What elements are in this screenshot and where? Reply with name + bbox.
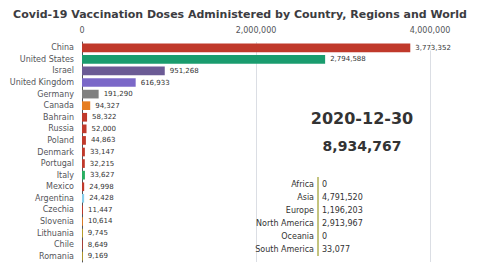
svg-text:Mexico: Mexico	[46, 182, 74, 191]
svg-text:191,290: 191,290	[104, 90, 133, 98]
svg-text:0: 0	[322, 232, 327, 241]
svg-text:Romania: Romania	[39, 252, 74, 261]
svg-text:33,077: 33,077	[322, 245, 350, 254]
svg-text:4,000,000: 4,000,000	[410, 26, 451, 35]
svg-text:32,215: 32,215	[90, 160, 115, 168]
svg-text:9,169: 9,169	[88, 252, 108, 260]
svg-text:Bahrain: Bahrain	[43, 113, 74, 122]
svg-text:Canada: Canada	[44, 101, 75, 110]
svg-text:Czechia: Czechia	[43, 205, 74, 214]
svg-text:4,791,520: 4,791,520	[322, 193, 363, 202]
svg-text:North America: North America	[256, 219, 314, 228]
svg-text:Denmark: Denmark	[37, 148, 74, 157]
svg-text:0: 0	[322, 180, 327, 189]
svg-text:United Kingdom: United Kingdom	[10, 78, 74, 87]
svg-text:3,773,352: 3,773,352	[415, 44, 451, 52]
svg-text:0: 0	[79, 26, 84, 35]
svg-text:44,863: 44,863	[91, 136, 116, 144]
svg-text:951,268: 951,268	[170, 67, 199, 75]
svg-text:Africa: Africa	[291, 180, 314, 189]
svg-text:Lithuania: Lithuania	[37, 229, 74, 238]
svg-text:Oceania: Oceania	[281, 232, 314, 241]
svg-text:Argentina: Argentina	[35, 194, 74, 203]
svg-text:Italy: Italy	[57, 171, 75, 180]
svg-text:24,428: 24,428	[89, 194, 114, 202]
svg-text:2,000,000: 2,000,000	[236, 26, 277, 35]
svg-text:52,000: 52,000	[92, 125, 117, 133]
svg-text:616,933: 616,933	[141, 79, 170, 87]
svg-text:Europe: Europe	[286, 206, 314, 215]
svg-text:94,327: 94,327	[95, 102, 120, 110]
svg-text:Chile: Chile	[54, 240, 74, 249]
svg-text:Covid-19 Vaccination Doses Adm: Covid-19 Vaccination Doses Administered …	[13, 8, 467, 21]
svg-text:Portugal: Portugal	[41, 159, 74, 168]
svg-text:33,147: 33,147	[90, 148, 115, 156]
svg-text:China: China	[51, 43, 74, 52]
svg-text:Asia: Asia	[297, 193, 314, 202]
svg-text:10,614: 10,614	[88, 217, 113, 225]
svg-text:Germany: Germany	[37, 90, 74, 99]
svg-text:Israel: Israel	[52, 66, 74, 75]
svg-text:Slovenia: Slovenia	[40, 217, 74, 226]
svg-text:1,196,203: 1,196,203	[322, 206, 363, 215]
svg-text:11,447: 11,447	[88, 206, 113, 214]
svg-text:Russia: Russia	[48, 124, 74, 133]
svg-text:8,649: 8,649	[88, 241, 108, 249]
svg-text:United States: United States	[20, 55, 74, 64]
svg-text:2020-12-30: 2020-12-30	[311, 109, 413, 128]
svg-text:2,794,588: 2,794,588	[330, 55, 366, 63]
svg-text:Poland: Poland	[47, 136, 74, 145]
svg-text:9,745: 9,745	[88, 229, 108, 237]
svg-text:33,627: 33,627	[90, 171, 115, 179]
svg-text:South America: South America	[255, 245, 314, 254]
svg-text:58,322: 58,322	[92, 113, 117, 121]
svg-text:8,934,767: 8,934,767	[323, 138, 402, 154]
svg-text:24,998: 24,998	[89, 183, 114, 191]
svg-text:2,913,967: 2,913,967	[322, 219, 363, 228]
